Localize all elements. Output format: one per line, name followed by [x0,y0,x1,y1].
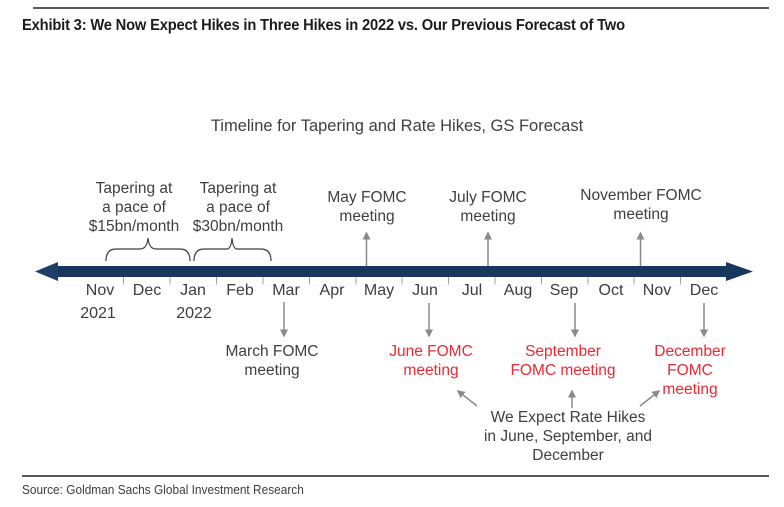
november-fomc-label: November FOMC meeting [580,187,702,223]
brace-tapering-30bn [193,237,272,262]
month-label: Sep [549,282,579,299]
month-label: Aug [503,282,533,299]
month-label: Nov [85,282,115,299]
timeline-bar [57,266,727,277]
month-label: Dec [689,282,719,299]
may-fomc-label: May FOMC meeting [327,189,407,225]
year-label-2021: 2021 [80,305,116,322]
month-label: May [363,282,395,299]
arrow-note-to-december-icon [639,390,661,407]
upper-meeting-arrows [362,231,645,266]
month-label: Jul [461,282,483,299]
rate-hike-note: We Expect Rate Hikes in June, September,… [483,409,653,464]
month-label: Oct [598,282,624,299]
month-label: Jan [180,282,206,299]
timeline-left-arrowhead-icon [35,262,58,281]
december-fomc-label: December FOMC meeting [654,343,726,398]
arrow-note-to-june-icon [456,390,478,407]
chart-subtitle: Timeline for Tapering and Rate Hikes, GS… [210,117,584,135]
tapering-15bn-label: Tapering at a pace of $15bn/month [88,180,180,235]
year-label-2022: 2022 [176,305,212,322]
month-label: Apr [319,282,345,299]
month-label: Dec [132,282,162,299]
july-fomc-label: July FOMC meeting [449,189,527,225]
brace-tapering-15bn [105,237,191,262]
month-label: Jun [412,282,438,299]
month-tick-marks [123,276,681,285]
month-label: Mar [272,282,300,299]
exhibit-title: Exhibit 3: We Now Expect Hikes in Three … [22,17,625,34]
month-label: Feb [226,282,254,299]
timeline-right-arrowhead-icon [726,262,753,281]
september-fomc-label: September FOMC meeting [510,343,616,379]
top-divider [33,7,769,9]
june-fomc-label: June FOMC meeting [389,343,473,379]
month-label: Nov [642,282,672,299]
rate-hike-note-arrows [456,389,661,408]
source-note: Source: Goldman Sachs Global Investment … [22,483,304,497]
tapering-30bn-label: Tapering at a pace of $30bn/month [192,180,284,235]
lower-meeting-arrows [280,302,708,338]
march-fomc-label: March FOMC meeting [225,343,319,379]
bottom-divider [22,475,769,477]
